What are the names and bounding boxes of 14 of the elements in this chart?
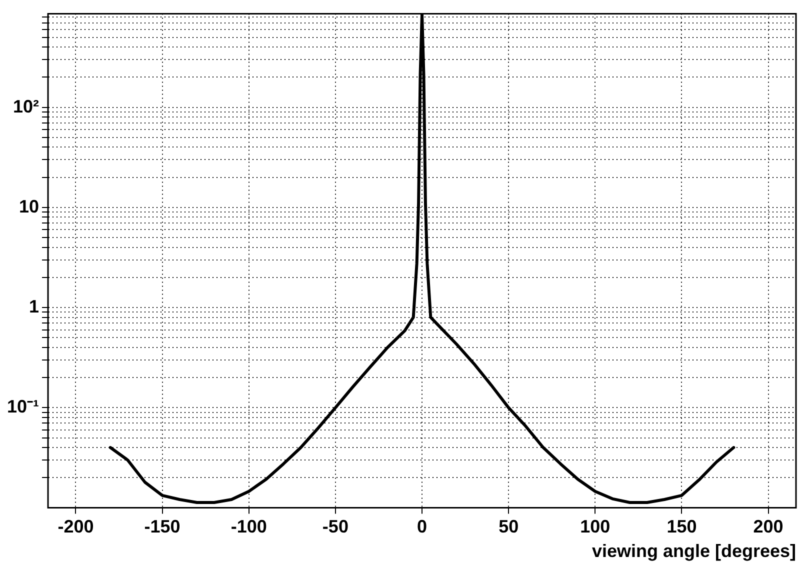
y-tick-label: 10⁻¹	[7, 396, 40, 417]
x-tick-label: 200	[753, 516, 784, 537]
x-tick-label: 50	[498, 516, 519, 537]
y-tick-label: 10²	[13, 96, 40, 116]
y-tick-label: 10	[18, 196, 40, 216]
y-tick-label: 1	[29, 296, 40, 317]
x-tick-label: 150	[666, 516, 697, 537]
x-tick-label: -50	[322, 516, 348, 537]
x-tick-label: -200	[58, 516, 94, 537]
x-tick-label: 0	[417, 516, 428, 537]
x-axis-title: viewing angle [degrees]	[592, 541, 796, 562]
x-tick-label: -150	[144, 516, 180, 537]
x-tick-label: -100	[230, 516, 267, 537]
x-tick-label: 100	[580, 516, 610, 537]
